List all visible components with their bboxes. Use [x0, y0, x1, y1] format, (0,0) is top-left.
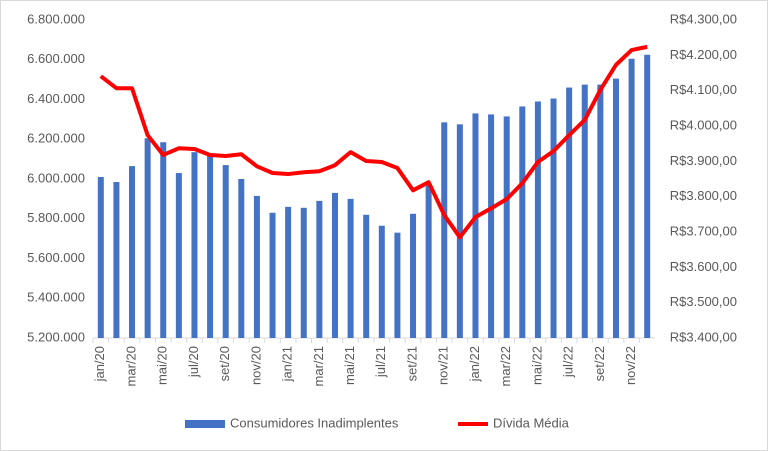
bar	[144, 138, 151, 338]
x-tick-label: jul/21	[373, 346, 388, 378]
bar	[534, 101, 541, 338]
bar	[488, 114, 495, 338]
bar	[269, 212, 276, 338]
y2-tick-label: R$4.100,00	[670, 82, 737, 97]
y2-tick-label: R$3.800,00	[670, 188, 737, 203]
bar	[285, 206, 292, 338]
bar	[175, 173, 182, 338]
bar	[519, 106, 526, 338]
bar	[503, 116, 510, 338]
bar	[597, 84, 604, 338]
bar	[253, 195, 260, 338]
bar	[347, 198, 354, 338]
bar	[441, 122, 448, 338]
y2-tick-label: R$3.900,00	[670, 153, 737, 168]
bar	[612, 78, 619, 338]
x-tick-label: mai/22	[529, 346, 544, 385]
x-tick-label: mar/20	[123, 346, 138, 386]
bar	[425, 184, 432, 338]
bar	[113, 181, 120, 338]
y-tick-label: 5.200.000	[27, 329, 85, 344]
bar	[410, 213, 417, 338]
bar	[550, 98, 557, 338]
bar	[300, 207, 307, 338]
x-tick-label: mar/22	[498, 346, 513, 386]
bar	[394, 232, 401, 338]
bar	[316, 200, 323, 338]
x-tick-label: set/20	[217, 346, 232, 381]
y-tick-label: 6.400.000	[27, 91, 85, 106]
bar	[207, 155, 214, 338]
bar	[644, 54, 651, 338]
bar	[222, 165, 229, 338]
y2-tick-label: R$4.300,00	[670, 11, 737, 26]
x-tick-label: jul/22	[561, 346, 576, 378]
bar	[378, 225, 385, 338]
x-tick-label: nov/21	[436, 346, 451, 385]
y-tick-label: 5.600.000	[27, 250, 85, 265]
bar	[628, 58, 635, 338]
x-tick-label: jan/20	[92, 346, 107, 382]
x-tick-label: set/22	[592, 346, 607, 381]
x-tick-label: set/21	[404, 346, 419, 381]
x-tick-label: jan/22	[467, 346, 482, 382]
x-tick-label: mar/21	[311, 346, 326, 386]
bar	[129, 166, 136, 338]
x-tick-label: jan/21	[280, 346, 295, 382]
bar	[472, 113, 479, 338]
bar	[456, 124, 463, 338]
legend-label: Consumidores Inadimplentes	[230, 415, 399, 430]
legend-swatch	[185, 420, 225, 428]
x-tick-label: nov/22	[623, 346, 638, 385]
x-tick-label: mai/20	[155, 346, 170, 385]
y-tick-label: 6.200.000	[27, 131, 85, 146]
bar	[566, 87, 573, 338]
bar	[97, 177, 104, 338]
y2-tick-label: R$3.400,00	[670, 329, 737, 344]
y-tick-label: 6.600.000	[27, 51, 85, 66]
x-tick-label: nov/20	[248, 346, 263, 385]
bar	[363, 214, 370, 338]
y2-tick-label: R$3.700,00	[670, 223, 737, 238]
bar	[191, 152, 198, 338]
bar	[331, 192, 338, 338]
y-tick-label: 6.000.000	[27, 170, 85, 185]
bar	[581, 84, 588, 338]
y-tick-label: 6.800.000	[27, 11, 85, 26]
y2-tick-label: R$3.500,00	[670, 294, 737, 309]
x-tick-label: mai/21	[342, 346, 357, 385]
y2-tick-label: R$4.200,00	[670, 47, 737, 62]
y-tick-label: 5.400.000	[27, 290, 85, 305]
bar	[160, 142, 167, 338]
y2-tick-label: R$4.000,00	[670, 117, 737, 132]
legend-label: Dívida Média	[493, 415, 570, 430]
x-tick-label: jul/20	[186, 346, 201, 378]
y-tick-label: 5.800.000	[27, 210, 85, 225]
line	[99, 44, 648, 240]
y2-tick-label: R$3.600,00	[670, 259, 737, 274]
bar	[238, 179, 245, 338]
